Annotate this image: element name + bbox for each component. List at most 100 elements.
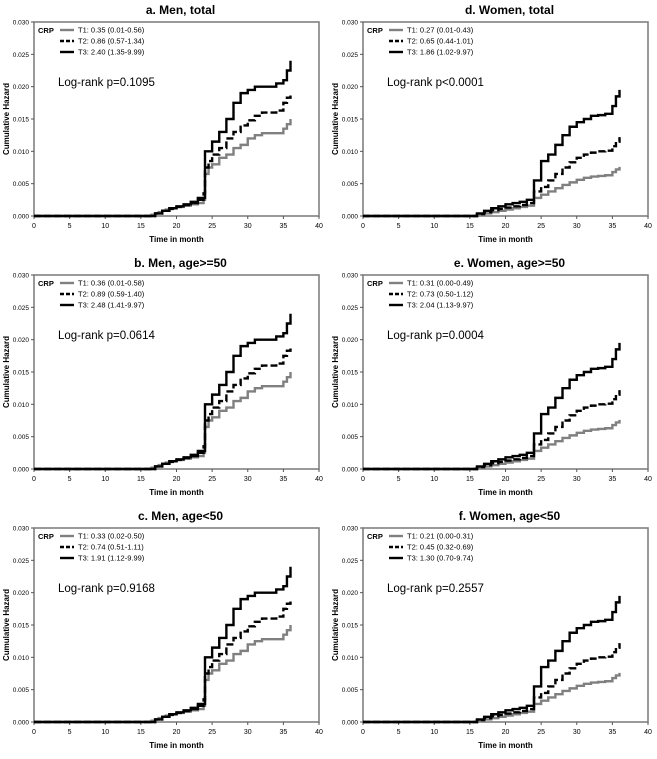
log-rank-annotation: Log-rank p=0.1095 bbox=[58, 77, 155, 89]
x-axis-label: Time in month bbox=[149, 488, 204, 497]
y-tick-label: 0.015 bbox=[342, 370, 359, 377]
x-tick-label: 30 bbox=[244, 223, 252, 230]
log-rank-annotation: Log-rank p=0.0004 bbox=[387, 330, 484, 342]
x-tick-label: 15 bbox=[466, 223, 474, 230]
y-tick-label: 0.005 bbox=[342, 434, 359, 441]
x-axis-label: Time in month bbox=[149, 741, 204, 750]
x-tick-label: 40 bbox=[315, 729, 323, 736]
y-tick-label: 0.010 bbox=[13, 655, 30, 662]
y-tick-label: 0.025 bbox=[13, 305, 30, 312]
legend-label-t3: T3: 1.30 (0.70-9.74) bbox=[407, 554, 474, 563]
x-tick-label: 25 bbox=[537, 729, 545, 736]
x-tick-label: 5 bbox=[397, 729, 401, 736]
x-tick-label: 15 bbox=[137, 223, 145, 230]
x-tick-label: 0 bbox=[361, 223, 365, 230]
x-tick-label: 25 bbox=[537, 476, 545, 483]
series-line-t1 bbox=[363, 672, 621, 724]
y-tick-label: 0.025 bbox=[13, 558, 30, 565]
series-line-t3 bbox=[363, 89, 621, 218]
y-tick-label: 0.015 bbox=[342, 623, 359, 630]
x-tick-label: 40 bbox=[644, 223, 652, 230]
x-tick-label: 30 bbox=[244, 729, 252, 736]
chart-panel: c. Men, age<50 0.000 0.005 0.010 0.015 0.020 0… bbox=[0, 506, 328, 759]
series-line-t2 bbox=[34, 599, 292, 724]
y-axis-label: Cumulative Hazard bbox=[331, 336, 340, 408]
x-tick-label: 10 bbox=[430, 476, 438, 483]
x-tick-label: 40 bbox=[315, 476, 323, 483]
x-axis-label: Time in month bbox=[478, 235, 533, 244]
legend-label-t1: T1: 0.33 (0.02-0.50) bbox=[78, 532, 145, 541]
y-tick-label: 0.010 bbox=[13, 402, 30, 409]
y-tick-label: 0.015 bbox=[13, 117, 30, 124]
x-tick-label: 10 bbox=[101, 476, 109, 483]
y-tick-label: 0.020 bbox=[13, 590, 30, 597]
series-line-t2 bbox=[34, 93, 292, 218]
x-tick-label: 35 bbox=[279, 223, 287, 230]
legend-label-t2: T2: 0.86 (0.57-1.34) bbox=[78, 37, 145, 46]
plot-frame bbox=[362, 21, 649, 217]
series-line-t2 bbox=[363, 137, 621, 218]
y-tick-label: 0.005 bbox=[342, 687, 359, 694]
x-tick-label: 25 bbox=[537, 223, 545, 230]
y-tick-label: 0.000 bbox=[342, 214, 359, 221]
x-tick-label: 35 bbox=[279, 476, 287, 483]
y-tick-label: 0.000 bbox=[13, 467, 30, 474]
y-tick-label: 0.030 bbox=[342, 526, 359, 533]
y-tick-label: 0.010 bbox=[342, 655, 359, 662]
y-axis-label: Cumulative Hazard bbox=[2, 589, 11, 661]
x-tick-label: 15 bbox=[466, 729, 474, 736]
y-tick-label: 0.030 bbox=[342, 20, 359, 27]
x-tick-label: 35 bbox=[279, 729, 287, 736]
x-axis-label: Time in month bbox=[478, 741, 533, 750]
x-tick-label: 35 bbox=[608, 223, 616, 230]
series-line-t1 bbox=[363, 419, 621, 471]
legend-title: CRP bbox=[38, 532, 54, 541]
x-tick-label: 30 bbox=[244, 476, 252, 483]
legend-label-t1: T1: 0.36 (0.01-0.58) bbox=[78, 279, 145, 288]
series-line-t2 bbox=[363, 390, 621, 471]
x-tick-label: 10 bbox=[101, 729, 109, 736]
series-line-t3 bbox=[34, 566, 292, 724]
y-tick-label: 0.005 bbox=[13, 434, 30, 441]
y-axis-label: Cumulative Hazard bbox=[2, 83, 11, 155]
y-tick-label: 0.025 bbox=[342, 305, 359, 312]
x-tick-label: 10 bbox=[101, 223, 109, 230]
x-tick-label: 40 bbox=[644, 476, 652, 483]
legend-label-t1: T1: 0.35 (0.01-0.56) bbox=[78, 26, 145, 35]
legend-label-t2: T2: 0.89 (0.59-1.40) bbox=[78, 290, 145, 299]
log-rank-annotation: Log-rank p=0.9168 bbox=[58, 583, 155, 595]
x-tick-label: 5 bbox=[68, 476, 72, 483]
chart-svg: e. Women, age>=50 0.000 0.005 0.010 0.015 0.0… bbox=[331, 256, 652, 497]
y-tick-label: 0.030 bbox=[13, 526, 30, 533]
y-tick-label: 0.005 bbox=[342, 181, 359, 188]
x-tick-label: 0 bbox=[32, 223, 36, 230]
x-tick-label: 25 bbox=[208, 223, 216, 230]
legend-label-t3: T3: 1.91 (1.12-9.99) bbox=[78, 554, 145, 563]
y-tick-label: 0.000 bbox=[342, 720, 359, 727]
y-tick-label: 0.015 bbox=[342, 117, 359, 124]
chart-title: c. Men, age<50 bbox=[138, 509, 223, 523]
x-tick-label: 20 bbox=[502, 476, 510, 483]
legend-title: CRP bbox=[367, 279, 383, 288]
legend-label-t2: T2: 0.74 (0.51-1.11) bbox=[78, 543, 144, 552]
x-tick-label: 5 bbox=[397, 223, 401, 230]
x-axis-label: Time in month bbox=[478, 488, 533, 497]
chart-svg: a. Men, total 0.000 0.005 0.010 0.015 0.020 0.… bbox=[2, 3, 323, 244]
y-tick-label: 0.010 bbox=[13, 149, 30, 156]
series-line-t3 bbox=[363, 595, 621, 724]
series-line-t3 bbox=[34, 313, 292, 471]
legend-label-t3: T3: 1.86 (1.02-9.97) bbox=[407, 48, 474, 57]
x-tick-label: 15 bbox=[137, 729, 145, 736]
x-tick-label: 10 bbox=[430, 223, 438, 230]
x-tick-label: 0 bbox=[361, 476, 365, 483]
y-tick-label: 0.030 bbox=[13, 20, 30, 27]
series-line-t1 bbox=[363, 166, 621, 218]
y-tick-label: 0.015 bbox=[13, 370, 30, 377]
y-tick-label: 0.020 bbox=[342, 84, 359, 91]
log-rank-annotation: Log-rank p=0.2557 bbox=[387, 583, 484, 595]
chart-title: d. Women, total bbox=[465, 3, 554, 17]
x-tick-label: 35 bbox=[608, 729, 616, 736]
legend-label-t3: T3: 2.48 (1.41-9.97) bbox=[78, 301, 145, 310]
y-tick-label: 0.020 bbox=[13, 84, 30, 91]
legend-label-t3: T3: 2.04 (1.13-9.97) bbox=[407, 301, 474, 310]
